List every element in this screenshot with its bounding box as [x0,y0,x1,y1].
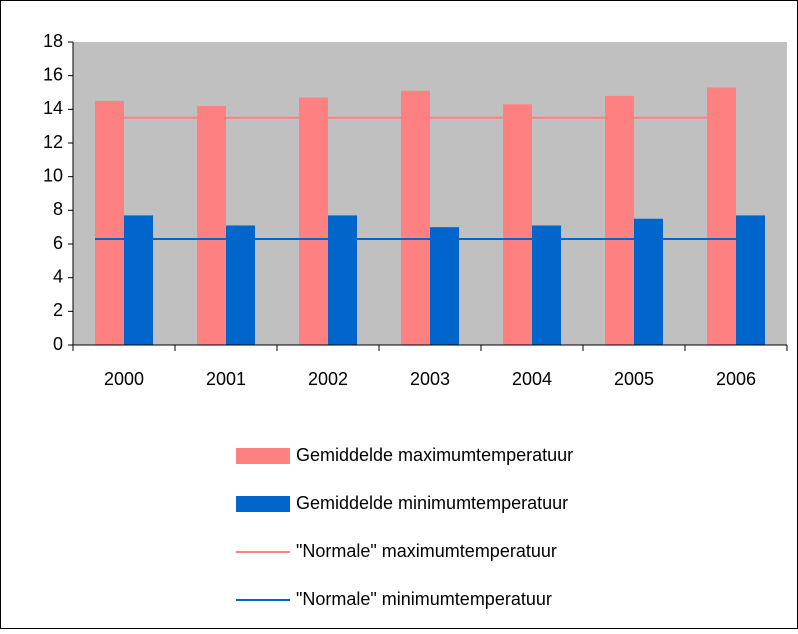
y-tick-label: 14 [43,98,63,118]
bar [634,218,663,345]
y-tick-label: 0 [53,334,63,354]
y-tick-label: 10 [43,165,63,185]
bar [532,225,561,345]
legend-label: "Normale" maximumtemperatuur [296,541,557,561]
x-tick-label: 2000 [104,369,144,389]
y-tick-label: 16 [43,64,63,84]
legend-swatch [236,496,290,512]
bar [226,225,255,345]
y-tick-label: 12 [43,132,63,152]
x-tick-label: 2006 [716,369,756,389]
x-tick-label: 2002 [308,369,348,389]
y-tick-label: 2 [53,300,63,320]
bar [95,100,124,346]
legend-label: "Normale" minimumtemperatuur [296,589,552,609]
legend-label: Gemiddelde maximumtemperatuur [296,445,573,465]
bar [736,215,765,345]
bar [197,105,226,345]
y-tick-label: 8 [53,199,63,219]
y-tick-label: 18 [43,31,63,51]
bar [124,215,153,345]
bar [707,87,736,345]
x-tick-label: 2001 [206,369,246,389]
bar [430,227,459,345]
bar [299,97,328,345]
bar [503,104,532,346]
bar [328,215,357,345]
legend-label: Gemiddelde minimumtemperatuur [296,493,568,513]
x-tick-label: 2003 [410,369,450,389]
bar [401,90,430,345]
x-tick-label: 2004 [512,369,552,389]
bar [605,95,634,345]
x-tick-label: 2005 [614,369,654,389]
legend-swatch [236,448,290,464]
y-tick-label: 6 [53,233,63,253]
y-tick-label: 4 [53,266,63,286]
